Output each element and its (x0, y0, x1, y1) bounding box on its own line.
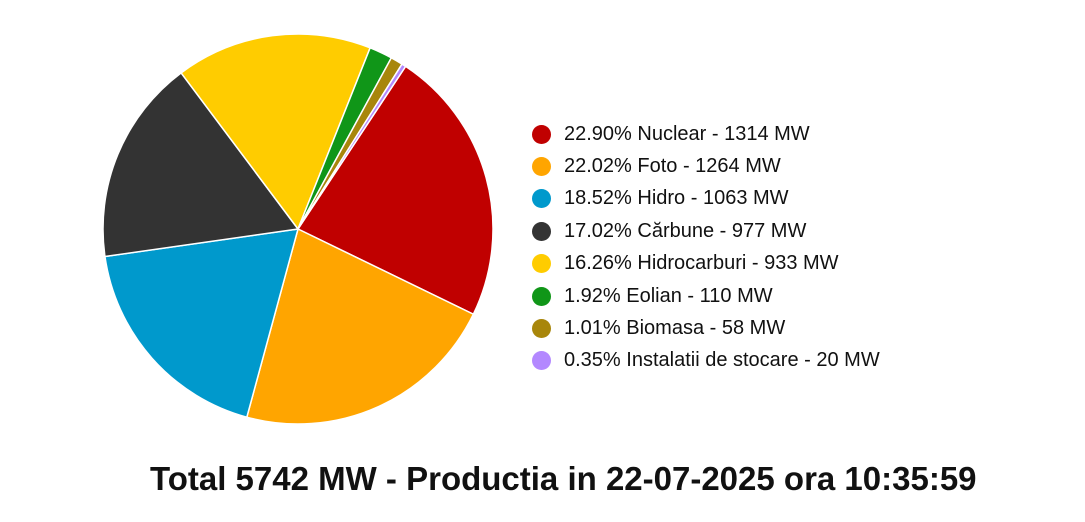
pie-slice-instalatii-de-stocare (297, 63, 407, 230)
legend-item: 0.35% Instalatii de stocare - 20 MW (532, 345, 880, 377)
legend-swatch (532, 319, 551, 339)
legend-label: 1.92% Eolian - 110 MW (564, 284, 773, 307)
legend-item: 22.02% Foto - 1264 MW (532, 150, 880, 182)
legend-item: 22.90% Nuclear - 1314 MW (532, 118, 880, 150)
legend-swatch (532, 124, 551, 144)
legend-swatch (532, 221, 551, 241)
pie-slice-hidro (104, 228, 300, 419)
legend-label: 0.35% Instalatii de stocare - 20 MW (564, 349, 880, 372)
legend-label: 1.01% Biomasa - 58 MW (564, 317, 786, 340)
legend-label: 22.02% Foto - 1264 MW (564, 155, 781, 178)
chart-footer: Total 5742 MW - Productia in 22-07-2025 … (150, 460, 977, 497)
legend-swatch (532, 254, 551, 274)
pie-slice-hidrocarburi (180, 33, 372, 231)
legend-swatch (532, 157, 551, 177)
legend-label: 22.90% Nuclear - 1314 MW (564, 122, 810, 145)
legend-item: 1.92% Eolian - 110 MW (532, 280, 880, 312)
legend-swatch (532, 286, 551, 306)
legend-item: 1.01% Biomasa - 58 MW (532, 312, 880, 344)
legend-label: 16.26% Hidrocarburi - 933 MW (564, 252, 839, 275)
legend-item: 16.26% Hidrocarburi - 933 MW (532, 248, 880, 280)
legend-swatch (532, 351, 551, 371)
legend-item: 17.02% Cărbune - 977 MW (532, 215, 880, 247)
pie-slice-foto (245, 227, 475, 425)
legend-item: 18.52% Hidro - 1063 MW (532, 183, 880, 215)
pie-slice-cărbune (102, 71, 300, 258)
chart-legend: 22.90% Nuclear - 1314 MW 22.02% Foto - 12… (532, 118, 880, 377)
legend-label: 18.52% Hidro - 1063 MW (564, 187, 789, 210)
legend-swatch (532, 189, 551, 209)
legend-label: 17.02% Cărbune - 977 MW (564, 219, 807, 242)
